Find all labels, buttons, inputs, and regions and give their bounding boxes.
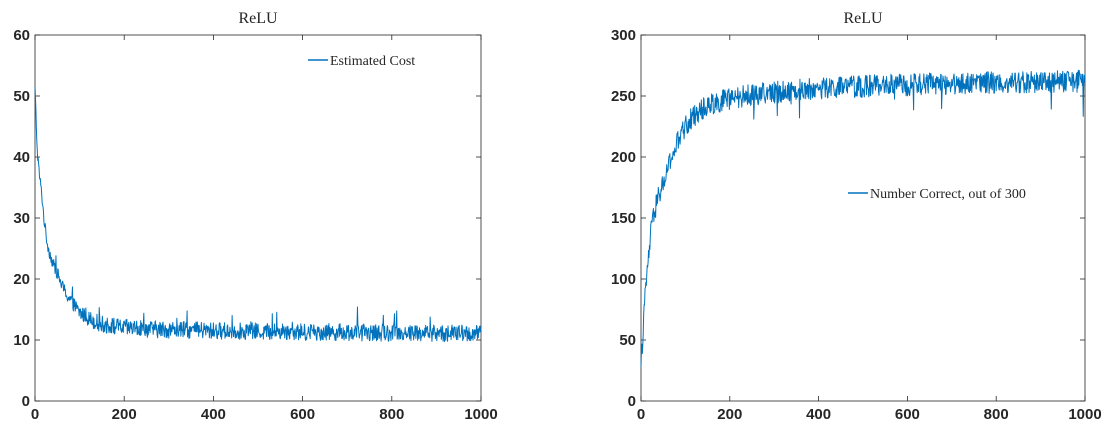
y-tick-label: 40	[13, 149, 30, 166]
x-tick-label: 800	[984, 406, 1009, 423]
y-tick-label: 50	[619, 332, 636, 349]
legend-label: Number Correct, out of 300	[870, 187, 1026, 202]
y-tick-label: 200	[611, 149, 636, 166]
y-tick-label: 10	[13, 332, 30, 349]
x-tick-label: 200	[112, 406, 137, 423]
x-tick-label: 0	[31, 406, 39, 423]
x-tick-label: 0	[637, 406, 645, 423]
chart-title: ReLU	[238, 10, 278, 27]
y-tick-label: 0	[628, 393, 636, 410]
x-tick-label: 600	[895, 406, 920, 423]
series-line	[640, 69, 1086, 367]
y-tick-label: 60	[13, 27, 30, 44]
chart-estimated-cost: ReLU 0 200 400 600 800 1000 0 10 20 30 40 50 60 Estima…	[13, 10, 497, 423]
y-tick-label: 0	[22, 393, 30, 410]
x-tick-label: 200	[717, 406, 742, 423]
series-line	[34, 86, 482, 343]
chart-title: ReLU	[843, 10, 883, 27]
x-tick-label: 400	[806, 406, 831, 423]
x-tick-label: 1000	[1068, 406, 1101, 423]
x-tick-label: 600	[290, 406, 315, 423]
x-tick-label: 800	[379, 406, 404, 423]
chart-number-correct: ReLU 0 200 400 600 800 1000 0 50 100 150 200 250 300 N…	[611, 10, 1102, 423]
y-tick-label: 100	[611, 271, 636, 288]
y-tick-label: 20	[13, 271, 30, 288]
legend-label: Estimated Cost	[330, 54, 415, 69]
y-tick-label: 30	[13, 210, 30, 227]
y-tick-label: 250	[611, 88, 636, 105]
plot-frame	[34, 34, 482, 402]
y-tick-label: 300	[611, 27, 636, 44]
x-tick-label: 400	[201, 406, 226, 423]
y-tick-label: 50	[13, 88, 30, 105]
x-tick-label: 1000	[464, 406, 497, 423]
y-tick-label: 150	[611, 210, 636, 227]
